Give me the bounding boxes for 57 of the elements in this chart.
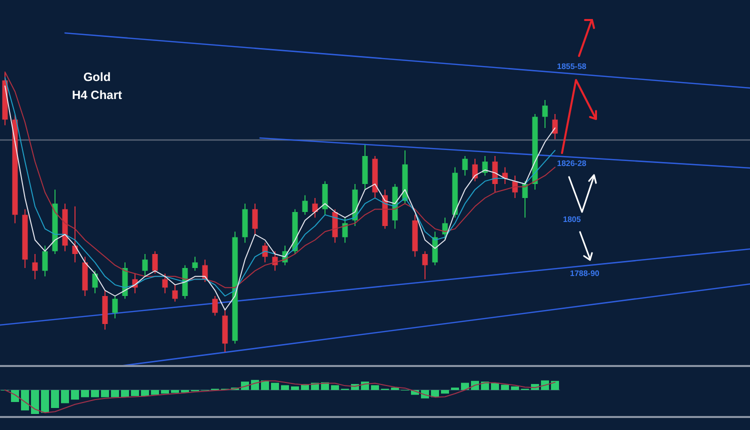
candlestick (42, 245, 48, 277)
bar (111, 390, 119, 398)
bar (271, 382, 279, 390)
bar (31, 390, 39, 414)
candlestick (302, 194, 308, 216)
candlestick (422, 250, 428, 280)
text: H4 Chart (72, 88, 122, 102)
candlestick (552, 114, 558, 140)
bar (151, 390, 159, 395)
bar (41, 390, 49, 413)
bar (171, 390, 179, 393)
candlestick (152, 250, 158, 274)
bar (331, 385, 339, 390)
text: 1805 (563, 215, 582, 224)
candlestick (342, 217, 348, 244)
candlestick (92, 270, 98, 294)
annotation: 1788-90 (570, 269, 600, 278)
annotation: 1826-28 (557, 159, 587, 168)
candlestick (252, 203, 258, 235)
bar (91, 390, 99, 398)
bar (441, 390, 449, 394)
bar (511, 386, 519, 390)
candlestick (202, 259, 208, 282)
candlestick (212, 296, 218, 316)
bar (291, 386, 299, 390)
chart-title: Gold (83, 70, 111, 84)
candlestick (462, 156, 468, 176)
bar (461, 382, 469, 390)
candlestick (142, 254, 148, 277)
bar (161, 390, 169, 394)
bar (21, 390, 29, 410)
bar (371, 385, 379, 390)
annotation: 1855-58 (557, 62, 587, 71)
bar (51, 390, 59, 408)
candlestick (542, 100, 548, 128)
bar (101, 390, 109, 398)
bar (551, 380, 559, 390)
candlestick (312, 198, 318, 218)
candlestick (492, 156, 498, 193)
candlestick (262, 242, 268, 263)
bar (131, 390, 139, 396)
bar (81, 390, 89, 398)
candlestick (522, 180, 528, 218)
candlestick (192, 256, 198, 272)
candlestick (172, 284, 178, 302)
bar (281, 385, 289, 390)
candlestick (482, 156, 488, 176)
candlestick (32, 254, 38, 280)
candlestick (112, 296, 118, 319)
bar (501, 384, 509, 390)
candlestick (162, 273, 168, 294)
bar (71, 390, 79, 400)
bar (61, 390, 69, 404)
bar (141, 390, 149, 396)
bar (121, 390, 129, 398)
candlestick (472, 158, 478, 182)
bar (491, 382, 499, 390)
